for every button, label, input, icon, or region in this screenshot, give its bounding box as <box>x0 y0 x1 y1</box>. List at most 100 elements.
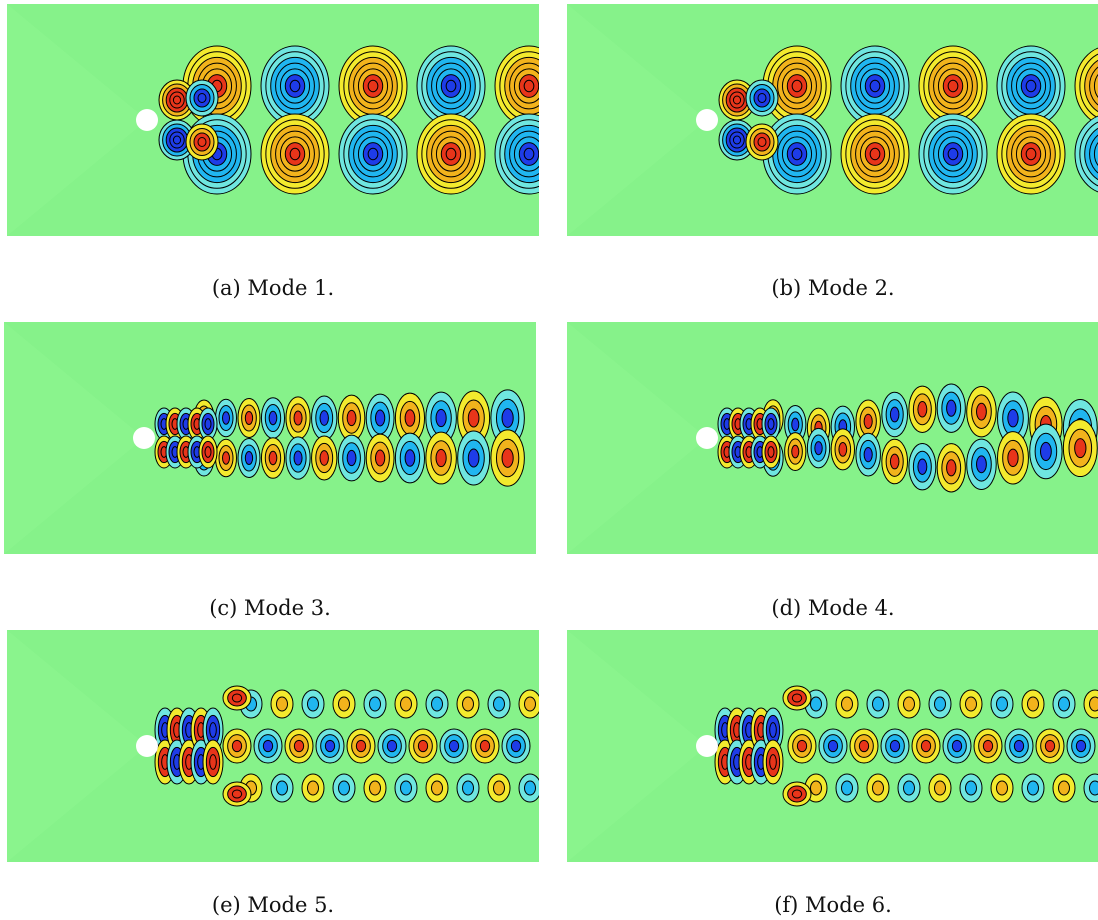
negative-vortex-blob <box>253 728 283 764</box>
mode-6-contour-svg <box>567 630 1098 862</box>
positive-vortex-blob <box>408 728 438 764</box>
positive-vortex-blob <box>285 396 311 440</box>
positive-vortex-blob <box>973 728 1003 764</box>
negative-vortex-blob <box>1066 728 1096 764</box>
negative-vortex-blob <box>1074 115 1098 193</box>
negative-vortex-blob <box>337 434 366 482</box>
mode-4-caption: (d) Mode 4. <box>771 596 895 620</box>
wake-contours <box>158 45 539 195</box>
negative-vortex-blob <box>260 45 330 127</box>
negative-vortex-blob <box>270 773 294 803</box>
positive-vortex-blob <box>835 689 859 719</box>
mode-1-caption: (a) Mode 1. <box>211 276 335 300</box>
positive-vortex-blob <box>784 432 807 472</box>
positive-vortex-blob <box>936 443 966 493</box>
positive-vortex-blob <box>202 739 224 785</box>
mode-1-contour-svg <box>7 4 539 236</box>
positive-vortex-blob <box>830 428 855 471</box>
positive-vortex-blob <box>897 689 921 719</box>
cylinder <box>136 735 158 757</box>
negative-vortex-blob <box>761 407 781 441</box>
positive-vortex-blob <box>918 45 988 127</box>
positive-vortex-blob <box>416 113 486 195</box>
background-wedge <box>7 630 147 862</box>
negative-vortex-blob <box>487 689 511 719</box>
negative-vortex-blob <box>1052 689 1076 719</box>
negative-vortex-blob <box>185 79 219 117</box>
negative-vortex-blob <box>518 773 539 803</box>
mode-2-caption: (b) Mode 2. <box>771 276 895 300</box>
positive-vortex-blob <box>997 431 1029 485</box>
cylinder <box>696 427 718 449</box>
negative-vortex-blob <box>718 119 756 161</box>
positive-vortex-blob <box>425 773 449 803</box>
mode-6-plot <box>567 630 1098 862</box>
wake-contours <box>154 685 539 807</box>
negative-vortex-blob <box>880 728 910 764</box>
positive-vortex-blob <box>185 123 219 161</box>
positive-vortex-blob <box>260 113 330 195</box>
background-wedge <box>567 4 707 236</box>
mode-4-contour-svg <box>567 322 1098 554</box>
negative-vortex-blob <box>918 113 988 195</box>
positive-vortex-blob <box>996 113 1066 195</box>
negative-vortex-blob <box>855 432 881 477</box>
positive-vortex-blob <box>222 685 252 711</box>
negative-vortex-blob <box>1004 728 1034 764</box>
negative-vortex-blob <box>315 728 345 764</box>
negative-vortex-blob <box>198 407 218 441</box>
positive-vortex-blob <box>787 728 817 764</box>
positive-vortex-blob <box>966 386 997 438</box>
positive-vortex-blob <box>284 728 314 764</box>
positive-vortex-blob <box>490 429 525 487</box>
negative-vortex-blob <box>425 391 457 445</box>
negative-vortex-blob <box>260 397 286 439</box>
negative-vortex-blob <box>928 689 952 719</box>
negative-vortex-blob <box>377 728 407 764</box>
negative-vortex-blob <box>806 427 831 469</box>
positive-vortex-blob <box>487 773 511 803</box>
positive-vortex-blob <box>911 728 941 764</box>
negative-vortex-blob <box>416 45 486 127</box>
positive-vortex-blob <box>849 728 879 764</box>
mode-3-contour-svg <box>4 322 536 554</box>
positive-vortex-blob <box>456 689 480 719</box>
mode-5-contour-svg <box>7 630 539 862</box>
negative-vortex-blob <box>942 728 972 764</box>
negative-vortex-blob <box>311 395 338 441</box>
negative-vortex-blob <box>215 398 237 438</box>
negative-vortex-blob <box>1029 423 1063 480</box>
negative-vortex-blob <box>301 689 325 719</box>
positive-vortex-blob <box>1035 728 1065 764</box>
mode-5-plot <box>7 630 539 862</box>
positive-vortex-blob <box>718 79 756 121</box>
negative-vortex-blob <box>1021 773 1045 803</box>
positive-vortex-blob <box>215 438 237 478</box>
mode-2-plot <box>567 4 1098 236</box>
wake-contours <box>717 383 1098 493</box>
mode-2-contour-svg <box>567 4 1098 236</box>
positive-vortex-blob <box>855 399 881 444</box>
negative-vortex-blob <box>285 436 311 480</box>
positive-vortex-blob <box>1021 689 1045 719</box>
negative-vortex-blob <box>997 391 1029 445</box>
positive-vortex-blob <box>237 398 261 438</box>
positive-vortex-blob <box>260 437 286 479</box>
negative-vortex-blob <box>762 113 832 195</box>
positive-vortex-blob <box>762 739 784 785</box>
positive-vortex-blob <box>457 390 491 446</box>
background-wedge <box>567 322 707 554</box>
negative-vortex-blob <box>425 689 449 719</box>
positive-vortex-blob <box>365 433 395 483</box>
positive-vortex-blob <box>782 781 812 807</box>
negative-vortex-blob <box>394 432 426 484</box>
wake-contours <box>714 685 1098 807</box>
positive-vortex-blob <box>332 689 356 719</box>
negative-vortex-blob <box>959 773 983 803</box>
negative-vortex-blob <box>881 391 909 438</box>
cylinder <box>136 109 158 131</box>
negative-vortex-blob <box>866 689 890 719</box>
cylinder <box>133 427 155 449</box>
positive-vortex-blob <box>866 773 890 803</box>
positive-vortex-blob <box>908 385 937 433</box>
